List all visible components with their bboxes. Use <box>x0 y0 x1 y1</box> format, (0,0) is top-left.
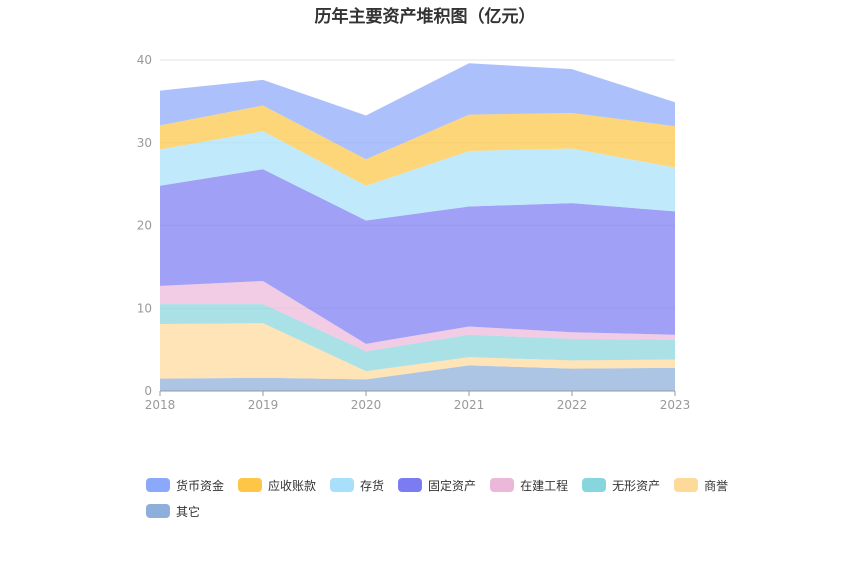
x-tick-label: 2023 <box>660 398 691 412</box>
y-tick-label: 40 <box>137 53 152 67</box>
legend-swatch <box>674 478 699 492</box>
legend-swatch <box>398 478 423 492</box>
x-tick-label: 2019 <box>248 398 279 412</box>
legend-item[interactable]: 固定资产 <box>398 476 476 494</box>
legend-label: 无形资产 <box>612 478 661 493</box>
legend-swatch <box>330 478 355 492</box>
y-tick-label: 10 <box>137 301 152 315</box>
legend: 货币资金 应收账款 存货 固定资产 在建工程 无形资产 商誉其它 <box>146 476 746 520</box>
y-tick-label: 30 <box>137 136 152 150</box>
legend-label: 固定资产 <box>428 478 477 493</box>
legend-label: 商誉 <box>704 478 729 493</box>
x-tick-label: 2020 <box>351 398 382 412</box>
legend-swatch <box>582 478 607 492</box>
legend-label: 在建工程 <box>520 478 569 493</box>
area-series-2[interactable] <box>160 304 675 372</box>
area-series-7[interactable] <box>160 63 675 160</box>
area-series-4[interactable] <box>160 169 675 344</box>
area-series-5[interactable] <box>160 131 675 221</box>
legend-item[interactable]: 商誉 <box>674 476 728 494</box>
area-series-0[interactable] <box>160 365 675 391</box>
legend-item[interactable]: 在建工程 <box>490 476 568 494</box>
area-series-6[interactable] <box>160 105 675 186</box>
legend-item[interactable]: 无形资产 <box>582 476 660 494</box>
y-tick-label: 20 <box>137 219 152 233</box>
x-tick-label: 2022 <box>557 398 588 412</box>
area-layer <box>160 63 675 391</box>
chart-title: 历年主要资产堆积图（亿元） <box>314 7 536 27</box>
legend-item[interactable]: 应收账款 <box>238 476 316 494</box>
legend-item[interactable]: 货币资金 <box>146 476 224 494</box>
legend-label: 存货 <box>360 478 385 493</box>
legend-label: 应收账款 <box>268 478 317 493</box>
legend-item[interactable]: 其它 <box>146 502 200 520</box>
area-series-3[interactable] <box>160 280 675 352</box>
legend-swatch <box>146 478 170 492</box>
legend-label: 其它 <box>176 504 201 519</box>
legend-swatch <box>490 478 515 492</box>
x-tick-label: 2018 <box>145 398 176 412</box>
legend-swatch <box>146 504 170 518</box>
axis-layer: 0 10 20 30 40 2018 2019 2020 2021 2022 2023 <box>137 53 691 412</box>
legend-item[interactable]: 存货 <box>330 476 384 494</box>
legend-swatch <box>238 478 263 492</box>
y-tick-label: 0 <box>144 384 152 398</box>
x-tick-label: 2021 <box>454 398 485 412</box>
legend-label: 货币资金 <box>176 478 225 493</box>
area-series-1[interactable] <box>160 323 675 380</box>
